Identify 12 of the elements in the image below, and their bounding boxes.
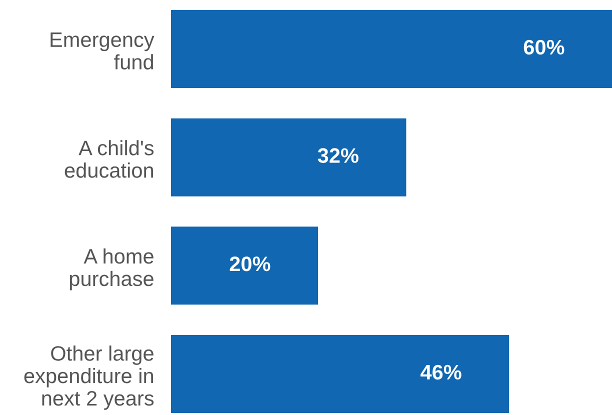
y-tick-label: Emergency fund: [50, 32, 154, 70]
bar: [171, 118, 406, 196]
bar: [171, 335, 510, 413]
y-tick-label: Other large expenditure in next 2 years: [24, 346, 154, 410]
data-label: 20%: [230, 256, 270, 272]
y-tick-label: A home purchase: [70, 248, 154, 290]
data-label: 46%: [420, 364, 462, 380]
data-label: 32%: [318, 148, 358, 163]
bar: [171, 226, 318, 305]
data-label: 60%: [524, 40, 564, 55]
y-tick-label: A child's education: [64, 140, 154, 178]
bar: [171, 10, 612, 88]
